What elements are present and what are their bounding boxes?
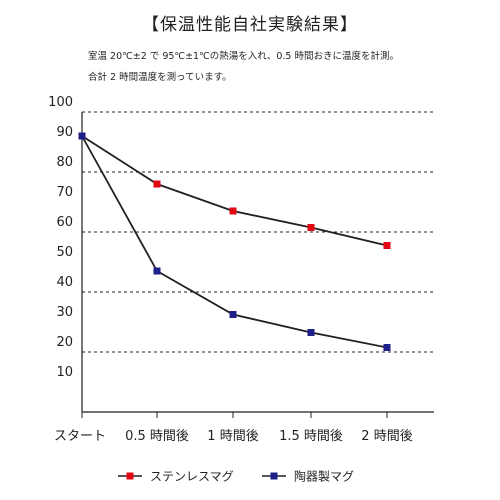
x-tick-label-4: 2 時間後: [361, 429, 412, 444]
data-point-s0-1: [153, 180, 161, 188]
legend-label-0: ステンレスマグ: [150, 470, 234, 484]
y-tick-label-60: 60: [56, 215, 73, 230]
legend-marker-0: [126, 472, 134, 480]
series-line-0: [81, 135, 388, 247]
y-tick-label-70: 70: [56, 185, 73, 200]
experiment-note-2: 合計 2 時間温度を測っています。: [88, 72, 232, 83]
chart-title: 【保温性能自社実験結果】: [142, 15, 358, 35]
data-point-s1-4: [383, 344, 391, 351]
data-point-s1-0: [78, 132, 86, 140]
data-point-s1-2: [229, 311, 237, 318]
legend-label-1: 陶器製マグ: [294, 469, 354, 484]
data-point-s0-4: [383, 242, 391, 249]
data-point-s0-2: [229, 207, 237, 215]
data-point-s1-3: [307, 329, 315, 336]
x-tick-label-0: スタート: [54, 429, 106, 444]
y-tick-label-90: 90: [56, 125, 73, 140]
y-tick-label-10: 10: [56, 365, 73, 380]
y-tick-label-100: 100: [48, 95, 73, 110]
y-tick-label-80: 80: [56, 155, 73, 170]
data-point-s1-1: [153, 267, 161, 275]
y-tick-label-40: 40: [56, 275, 73, 290]
experiment-note-1: 室温 20℃±2 で 95℃±1℃の熱湯を入れ、0.5 時間おきに温度を計測。: [88, 51, 399, 62]
legend-marker-1: [270, 472, 278, 480]
data-point-s0-3: [307, 224, 315, 231]
x-tick-label-3: 1.5 時間後: [279, 429, 343, 444]
y-tick-label-20: 20: [56, 335, 73, 350]
x-tick-label-2: 1 時間後: [207, 429, 258, 444]
y-tick-label-50: 50: [56, 245, 73, 260]
x-tick-label-1: 0.5 時間後: [125, 429, 189, 444]
y-tick-label-30: 30: [56, 305, 73, 320]
